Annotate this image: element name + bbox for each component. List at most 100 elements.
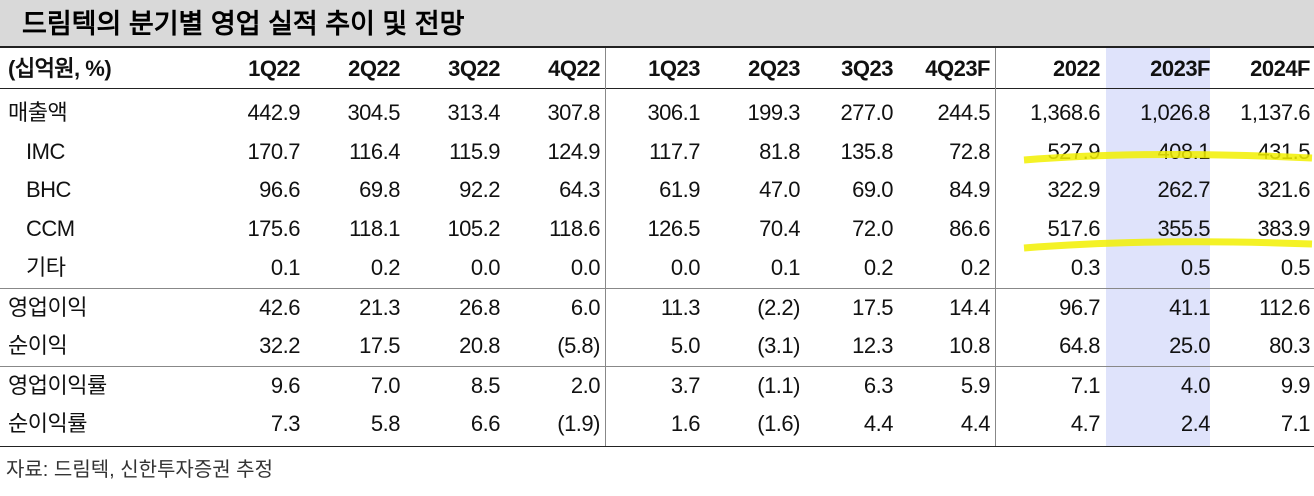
cell-value: 69.0: [852, 177, 893, 202]
cell-value: 2.0: [570, 373, 601, 398]
cell-value: 4.7: [1070, 411, 1101, 436]
cell-value: 431.5: [1257, 139, 1310, 164]
cell-value: 0.0: [670, 255, 701, 280]
cell-value: 5.0: [670, 333, 701, 358]
column-header: 4Q22: [548, 56, 600, 81]
cell-value: (1.9): [557, 411, 600, 436]
cell-value: 47.0: [759, 177, 800, 202]
cell-value: 7.1: [1280, 411, 1311, 436]
cell-value: 0.1: [770, 255, 801, 280]
rule: [0, 366, 1314, 367]
row-label: 영업이익률: [8, 373, 107, 398]
cell-value: 408.1: [1157, 139, 1210, 164]
cell-value: 72.8: [949, 139, 990, 164]
cell-value: 355.5: [1157, 216, 1210, 241]
cell-value: 124.9: [547, 139, 600, 164]
cell-value: 96.7: [1059, 295, 1100, 320]
row-label: 기타: [26, 255, 66, 280]
cell-value: 112.6: [1259, 295, 1310, 320]
cell-value: 3.7: [670, 373, 701, 398]
column-header: 2022: [1053, 56, 1100, 81]
cell-value: 527.9: [1047, 139, 1100, 164]
row-label: IMC: [26, 139, 65, 164]
rule: [0, 446, 1314, 447]
column-header: 1Q22: [248, 56, 300, 81]
column-header: 2023F: [1150, 56, 1210, 81]
cell-value: 17.5: [359, 333, 400, 358]
cell-value: 25.0: [1169, 333, 1210, 358]
cell-value: 313.4: [447, 100, 500, 125]
cell-value: 80.3: [1269, 333, 1310, 358]
cell-value: (1.1): [757, 373, 800, 398]
cell-value: 69.8: [359, 177, 400, 202]
cell-value: 21.3: [359, 295, 400, 320]
cell-value: 4.4: [863, 411, 894, 436]
cell-value: 118.1: [349, 216, 400, 241]
row-label: CCM: [26, 216, 75, 241]
cell-value: 135.8: [840, 139, 893, 164]
column-header: 3Q22: [448, 56, 500, 81]
cell-value: 32.2: [259, 333, 300, 358]
cell-value: 105.2: [447, 216, 500, 241]
cell-value: 1,368.6: [1030, 100, 1100, 125]
cell-value: 20.8: [459, 333, 500, 358]
cell-value: 277.0: [840, 100, 893, 125]
cell-value: 118.6: [549, 216, 600, 241]
cell-value: 7.3: [270, 411, 301, 436]
title-bar: [0, 0, 1314, 46]
cell-value: 10.8: [949, 333, 990, 358]
cell-value: 4.4: [960, 411, 991, 436]
column-header: 4Q23F: [925, 56, 990, 81]
cell-value: 1.6: [670, 411, 701, 436]
cell-value: 92.2: [459, 177, 500, 202]
cell-value: 0.1: [270, 255, 301, 280]
column-divider: [995, 48, 996, 446]
row-label: 순이익률: [8, 411, 87, 436]
rule: [0, 46, 1314, 48]
cell-value: 115.9: [449, 139, 500, 164]
cell-value: 7.1: [1070, 373, 1101, 398]
cell-value: 517.6: [1047, 216, 1100, 241]
cell-value: 5.8: [370, 411, 401, 436]
cell-value: 9.9: [1280, 373, 1311, 398]
cell-value: 12.3: [852, 333, 893, 358]
cell-value: 307.8: [547, 100, 600, 125]
cell-value: 175.6: [247, 216, 300, 241]
source: 자료: 드림텍, 신한투자증권 추정: [6, 459, 273, 481]
column-header: 3Q23: [841, 56, 893, 81]
cell-value: 86.6: [949, 216, 990, 241]
cell-value: 84.9: [949, 177, 990, 202]
column-header: (십억원, %): [8, 56, 112, 81]
cell-value: 64.3: [559, 177, 600, 202]
column-header: 2024F: [1250, 56, 1310, 81]
cell-value: (2.2): [757, 295, 800, 320]
rule: [0, 288, 1314, 289]
cell-value: 117.7: [649, 139, 700, 164]
cell-value: 9.6: [270, 373, 301, 398]
cell-value: 5.9: [960, 373, 991, 398]
cell-value: 442.9: [247, 100, 300, 125]
cell-value: 1,137.6: [1240, 100, 1310, 125]
cell-value: 96.6: [259, 177, 300, 202]
cell-value: (5.8): [557, 333, 600, 358]
row-label: 매출액: [8, 100, 68, 125]
cell-value: 2.4: [1180, 411, 1211, 436]
cell-value: 4.0: [1180, 373, 1211, 398]
cell-value: 304.5: [347, 100, 400, 125]
column-header: 1Q23: [648, 56, 700, 81]
cell-value: 64.8: [1059, 333, 1100, 358]
cell-value: 116.4: [349, 139, 400, 164]
column-header: 2Q22: [348, 56, 400, 81]
cell-value: 170.7: [247, 139, 300, 164]
cell-value: 383.9: [1257, 216, 1310, 241]
rule: [0, 88, 1314, 89]
cell-value: 17.5: [852, 295, 893, 320]
cell-value: 6.0: [570, 295, 601, 320]
cell-value: 322.9: [1047, 177, 1100, 202]
cell-value: 14.4: [949, 295, 990, 320]
cell-value: 42.6: [259, 295, 300, 320]
cell-value: (1.6): [757, 411, 800, 436]
cell-value: 11.3: [660, 295, 701, 320]
cell-value: 0.5: [1180, 255, 1211, 280]
